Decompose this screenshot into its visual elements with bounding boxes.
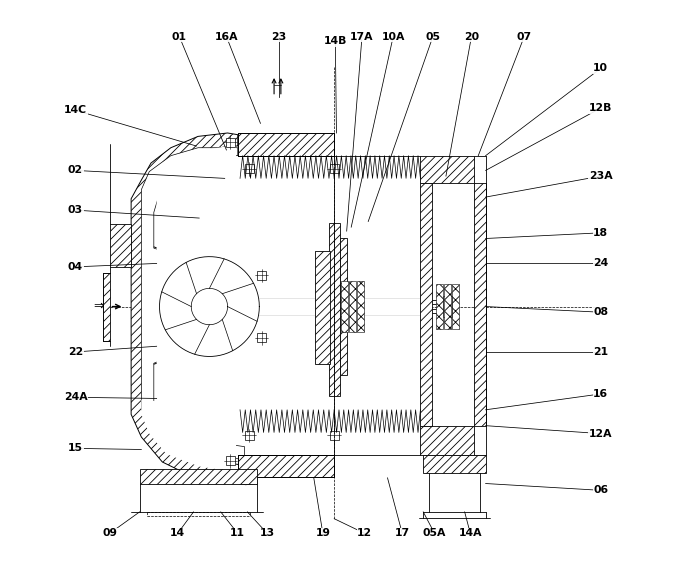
- Text: 04: 04: [68, 262, 83, 272]
- Text: 13: 13: [260, 528, 275, 539]
- Text: 20: 20: [464, 31, 479, 42]
- Text: 22: 22: [68, 347, 83, 357]
- Text: 12A: 12A: [589, 429, 612, 438]
- Text: 03: 03: [68, 205, 83, 215]
- Polygon shape: [444, 284, 451, 329]
- Polygon shape: [257, 271, 266, 280]
- Polygon shape: [329, 223, 340, 396]
- Text: 14: 14: [170, 528, 186, 539]
- Text: 18: 18: [593, 228, 608, 238]
- Text: 24A: 24A: [63, 392, 87, 402]
- Polygon shape: [160, 256, 259, 356]
- Polygon shape: [420, 156, 474, 183]
- Polygon shape: [424, 455, 486, 473]
- Polygon shape: [452, 284, 459, 329]
- Text: 16: 16: [593, 389, 608, 399]
- Text: 14C: 14C: [64, 105, 87, 115]
- Polygon shape: [238, 455, 334, 477]
- Text: 09: 09: [102, 528, 117, 539]
- Polygon shape: [341, 281, 348, 332]
- Polygon shape: [329, 431, 339, 440]
- Polygon shape: [245, 431, 254, 440]
- Text: 05A: 05A: [423, 528, 446, 539]
- Text: 07: 07: [517, 31, 532, 42]
- Polygon shape: [226, 137, 235, 146]
- Polygon shape: [226, 457, 235, 465]
- Polygon shape: [257, 333, 266, 343]
- Polygon shape: [420, 183, 432, 426]
- Text: 10: 10: [593, 63, 608, 74]
- Text: 05: 05: [426, 31, 441, 42]
- Text: 17: 17: [395, 528, 410, 539]
- Polygon shape: [443, 296, 451, 317]
- Polygon shape: [316, 251, 329, 364]
- Polygon shape: [340, 238, 346, 374]
- Text: 15: 15: [68, 443, 83, 453]
- Polygon shape: [110, 224, 131, 267]
- Text: 24: 24: [593, 258, 608, 268]
- Text: 10A: 10A: [381, 31, 405, 42]
- Polygon shape: [131, 133, 257, 484]
- Polygon shape: [141, 148, 245, 459]
- Polygon shape: [245, 164, 254, 173]
- Text: 21: 21: [593, 347, 608, 357]
- Polygon shape: [357, 281, 364, 332]
- Text: 11: 11: [231, 528, 246, 539]
- Text: 01: 01: [172, 31, 187, 42]
- Polygon shape: [141, 146, 236, 472]
- Text: 14B: 14B: [324, 36, 347, 46]
- Text: 12B: 12B: [589, 103, 612, 113]
- Text: 08: 08: [593, 307, 608, 317]
- Text: 12: 12: [357, 528, 372, 539]
- Polygon shape: [103, 272, 110, 341]
- Text: ⇒: ⇒: [93, 300, 104, 313]
- Polygon shape: [349, 281, 356, 332]
- Text: 23A: 23A: [589, 171, 612, 181]
- Text: 17A: 17A: [351, 31, 374, 42]
- Text: 19: 19: [315, 528, 330, 539]
- Polygon shape: [238, 133, 334, 156]
- Polygon shape: [420, 426, 474, 455]
- Text: 14A: 14A: [458, 528, 482, 539]
- Text: 16A: 16A: [215, 31, 238, 42]
- Polygon shape: [329, 164, 339, 173]
- Text: 02: 02: [68, 165, 83, 176]
- Text: 23: 23: [271, 31, 286, 42]
- Polygon shape: [436, 284, 443, 329]
- Polygon shape: [140, 469, 257, 483]
- Polygon shape: [474, 183, 486, 426]
- Text: 06: 06: [593, 485, 608, 495]
